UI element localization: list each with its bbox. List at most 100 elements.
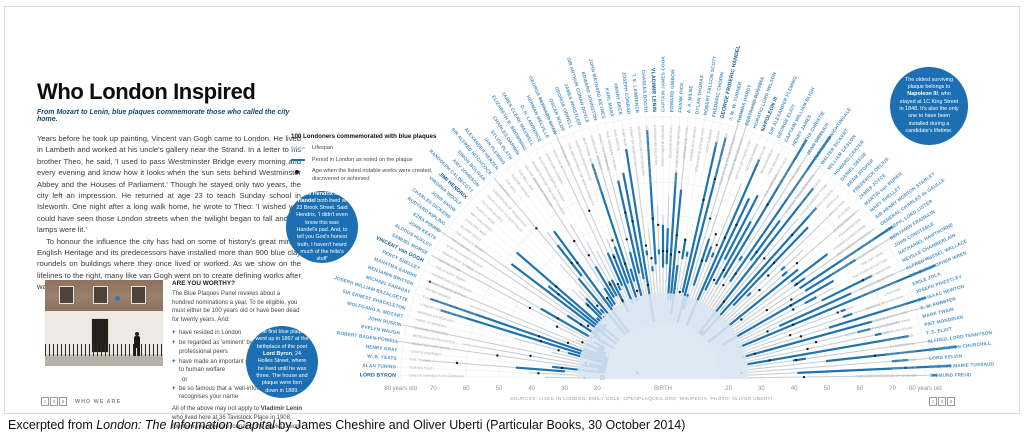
- worthy-bullet: + have resided in London: [172, 329, 242, 336]
- london-period-line: [617, 180, 641, 274]
- are-you-worthy-sidebar: ARE YOU WORTHY? The Blue Plaques Panel r…: [172, 280, 303, 436]
- axis-tick-label: 80 years old: [384, 386, 417, 392]
- london-period-line: [515, 366, 565, 373]
- notable-work-dot: [496, 354, 499, 357]
- notable-work-dot: [722, 300, 726, 303]
- legend-line-icon: [291, 158, 305, 162]
- lifespan-line: [693, 127, 826, 331]
- person-name-label: SIR WINSTON CHURCHILL: [928, 341, 991, 353]
- ray-labels: CHILDE HAROLD'S PILGRIMAGE LORD BYRON TURI…: [334, 44, 995, 392]
- worthy-intro: The Blue Plaques Panel reviews about a h…: [172, 291, 300, 324]
- worthy-bullet: + be regarded as 'eminent' by a majority …: [172, 340, 301, 355]
- person-name-label: LORD BYRON: [360, 372, 397, 379]
- notable-work-dot: [684, 238, 687, 241]
- notable-work-dot: [715, 243, 718, 247]
- notable-work-dot: [556, 317, 560, 320]
- notable-work-dot: [635, 289, 639, 293]
- london-period-line: [606, 297, 614, 307]
- london-period-line: [741, 320, 873, 359]
- work-title-label: LIFE AND LABOUR OF THE PEOPLE: [645, 125, 653, 186]
- worthy-bullet-list: + have resided in London + be regarded as '…: [172, 329, 303, 402]
- notable-work-dot: [579, 323, 583, 326]
- london-period-line: [722, 279, 835, 346]
- blue-plaque-dot: [115, 296, 120, 301]
- lifespan-line: [426, 279, 610, 358]
- notable-work-dot: [624, 211, 627, 214]
- photo-pedestrian: [133, 332, 141, 356]
- notable-work-dot: [557, 293, 560, 296]
- axis-tick-label: 40: [528, 386, 535, 392]
- work-title-label: WINNIE-THE-POOH: [682, 126, 689, 159]
- notable-work-dot: [576, 261, 579, 265]
- work-title-label: LONDON UNDERGROUND DESIGN: [674, 125, 682, 185]
- london-period-line: [780, 265, 786, 271]
- london-period-line: [738, 255, 743, 261]
- lifespan-line: [424, 359, 606, 376]
- notable-work-dot: [678, 250, 681, 254]
- center-disc-group: [577, 293, 749, 379]
- radial-lifeline-chart: CHILDE HAROLD'S PILGRIMAGE LORD BYRON TURI…: [323, 13, 1023, 407]
- work-title-label: DECLINE AND FALL: [668, 125, 673, 158]
- lifespan-line: [596, 155, 648, 324]
- notable-work-dot: [765, 308, 769, 312]
- london-period-line: [681, 239, 687, 260]
- notable-work-dot: [790, 233, 794, 237]
- notable-work-dot: [753, 352, 756, 355]
- legend-item: Age when the listed notable works were c…: [291, 168, 441, 183]
- notable-work-dot: [766, 203, 769, 206]
- person-name-label: FRANK PICK: [678, 82, 685, 113]
- london-period-line: [628, 251, 643, 297]
- guide-line: [424, 270, 584, 343]
- work-title-label: PRIME MINISTER: [886, 349, 916, 356]
- page-digit-box: 1: [41, 397, 49, 406]
- page-digit-box: 0: [50, 397, 58, 406]
- notable-work-dot: [616, 283, 620, 286]
- legend-item: Lifespan: [291, 145, 441, 153]
- notable-work-dot: [669, 253, 673, 256]
- london-period-line: [594, 265, 616, 298]
- person-name-label: CHARLES BOOTH: [641, 70, 649, 114]
- lifespan-line: [720, 374, 936, 379]
- notable-work-dot: [455, 361, 459, 365]
- page-subtitle: From Mozart to Lenin, blue plaques comme…: [37, 109, 290, 123]
- guide-line: [514, 163, 614, 307]
- section-label: WHO WE ARE: [75, 398, 122, 405]
- london-period-line: [646, 130, 657, 265]
- london-period-line: [700, 207, 818, 337]
- axis-tick-label: 50: [824, 386, 831, 392]
- notable-work-dot: [596, 304, 599, 307]
- london-period-line: [842, 312, 853, 319]
- london-period-line: [585, 297, 603, 316]
- first-plaque-byron-callout: The first blue plaque went up in 1867 at…: [246, 326, 318, 398]
- work-title-label: J'ACCUSE: [884, 287, 902, 297]
- work-title-label: FIRST SYMPHONY: [416, 318, 448, 329]
- fan-chart-svg: CHILDE HAROLD'S PILGRIMAGE LORD BYRON TURI…: [334, 44, 995, 392]
- london-period-line: [781, 270, 788, 277]
- work-title-label: THE TOWER: [410, 358, 432, 364]
- work-title-label: WAX MUSEUM: [892, 366, 917, 371]
- lifespan-line: [709, 228, 875, 346]
- byron-callout-text: The first blue plaque went up in 1867 at…: [255, 329, 309, 394]
- photo-window: [59, 286, 74, 304]
- notable-work-dot: [528, 306, 532, 310]
- lifespan-line: [475, 245, 617, 346]
- notable-work-dot: [758, 288, 761, 292]
- axis-tick-label: 60: [463, 386, 470, 392]
- london-period-line: [799, 225, 894, 290]
- london-period-line: [692, 238, 711, 286]
- work-title-label: NOCTURNES: [705, 129, 713, 152]
- notable-work-dot: [587, 254, 590, 257]
- notable-work-dot: [537, 335, 541, 338]
- person-name-label: HENRY GRAY: [365, 344, 398, 353]
- london-period-line: [556, 244, 583, 277]
- london-period-line: [704, 197, 751, 291]
- london-period-line: [790, 253, 829, 283]
- work-title-label: KELVIN SCALE: [891, 357, 917, 363]
- notable-work-dot: [675, 234, 678, 237]
- book-spread: Who London Inspired From Mozart to Lenin…: [4, 6, 1023, 430]
- london-period-line: [857, 328, 871, 334]
- worthy-or-word: or: [182, 376, 188, 383]
- page-digit-box: 8: [59, 397, 67, 406]
- london-period-line: [714, 220, 752, 285]
